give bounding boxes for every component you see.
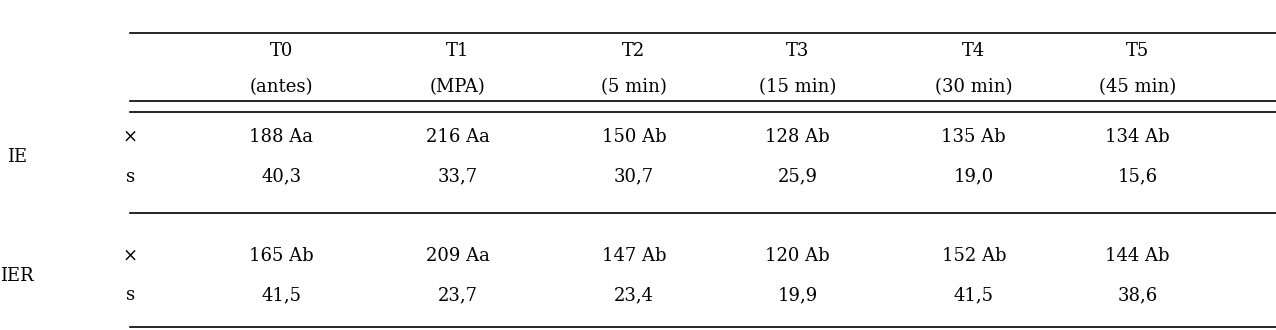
Text: ×: × [122, 128, 138, 146]
Text: T1: T1 [445, 42, 470, 60]
Text: (5 min): (5 min) [601, 79, 667, 96]
Text: 209 Aa: 209 Aa [426, 247, 490, 265]
Text: 152 Ab: 152 Ab [942, 247, 1005, 265]
Text: T5: T5 [1125, 42, 1150, 60]
Text: 147 Ab: 147 Ab [601, 247, 666, 265]
Text: (30 min): (30 min) [935, 79, 1013, 96]
Text: 41,5: 41,5 [262, 286, 301, 304]
Text: s: s [125, 286, 135, 304]
Text: 134 Ab: 134 Ab [1105, 128, 1170, 146]
Text: (45 min): (45 min) [1099, 79, 1176, 96]
Text: 30,7: 30,7 [614, 168, 653, 185]
Text: 19,0: 19,0 [953, 168, 994, 185]
Text: 128 Ab: 128 Ab [766, 128, 829, 146]
Text: 41,5: 41,5 [953, 286, 994, 304]
Text: 23,4: 23,4 [614, 286, 653, 304]
Text: IER: IER [0, 267, 33, 284]
Text: 15,6: 15,6 [1118, 168, 1157, 185]
Text: 216 Aa: 216 Aa [426, 128, 490, 146]
Text: IE: IE [6, 148, 27, 166]
Text: 165 Ab: 165 Ab [249, 247, 314, 265]
Text: 23,7: 23,7 [438, 286, 477, 304]
Text: s: s [125, 168, 135, 185]
Text: 188 Aa: 188 Aa [249, 128, 313, 146]
Text: T3: T3 [786, 42, 809, 60]
Text: 120 Ab: 120 Ab [766, 247, 829, 265]
Text: T0: T0 [269, 42, 293, 60]
Text: 19,9: 19,9 [777, 286, 818, 304]
Text: T2: T2 [623, 42, 646, 60]
Text: 25,9: 25,9 [777, 168, 818, 185]
Text: 135 Ab: 135 Ab [942, 128, 1005, 146]
Text: T4: T4 [962, 42, 985, 60]
Text: (MPA): (MPA) [430, 79, 485, 96]
Text: 40,3: 40,3 [262, 168, 301, 185]
Text: ×: × [122, 247, 138, 265]
Text: 150 Ab: 150 Ab [601, 128, 666, 146]
Text: 144 Ab: 144 Ab [1105, 247, 1170, 265]
Text: (15 min): (15 min) [759, 79, 836, 96]
Text: (antes): (antes) [250, 79, 313, 96]
Text: 33,7: 33,7 [438, 168, 477, 185]
Text: 38,6: 38,6 [1118, 286, 1157, 304]
